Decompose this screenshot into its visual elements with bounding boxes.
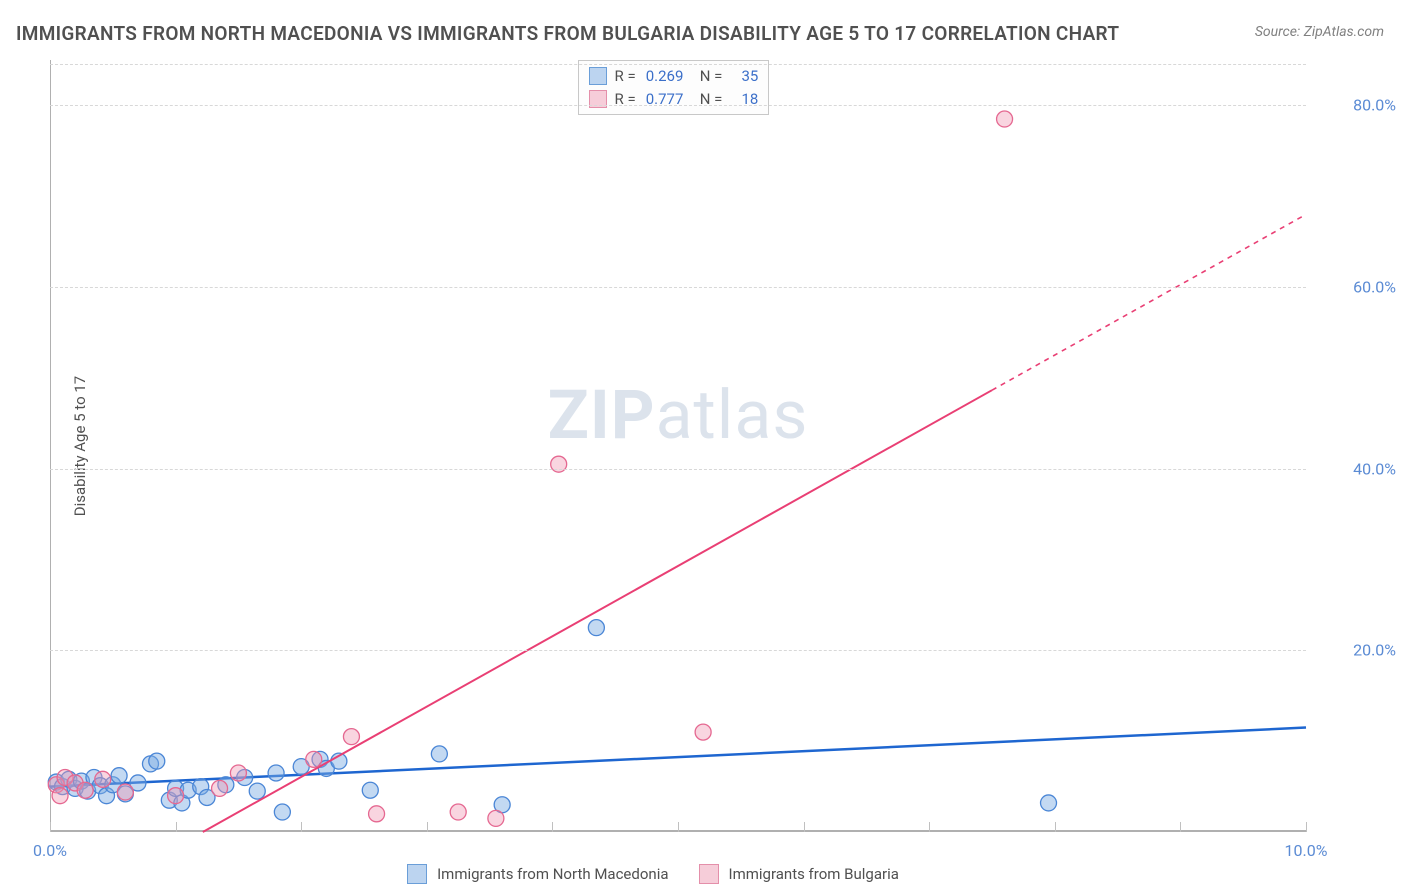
scatter-point xyxy=(95,771,111,787)
stats-n-value: 18 xyxy=(732,88,758,111)
series-legend: Immigrants from North Macedonia Immigrant… xyxy=(0,864,1306,884)
source-prefix: Source: xyxy=(1255,24,1304,40)
stats-n-value: 35 xyxy=(732,65,758,88)
legend-swatch xyxy=(699,864,719,884)
scatter-point xyxy=(268,765,284,781)
scatter-point xyxy=(230,765,246,781)
legend-label: Immigrants from Bulgaria xyxy=(729,865,899,883)
scatter-point xyxy=(149,753,165,769)
y-tick-label: 60.0% xyxy=(1353,278,1396,297)
plot-area: ZIPatlas R =0.269N =35R =0.777N =18 20.0… xyxy=(50,60,1306,832)
x-tick-mark xyxy=(427,822,428,832)
scatter-point xyxy=(52,788,68,804)
scatter-point xyxy=(588,620,604,636)
gridline-h xyxy=(50,64,1306,65)
gridline-h xyxy=(50,650,1306,651)
x-tick-mark xyxy=(1180,822,1181,832)
scatter-point xyxy=(450,804,466,820)
legend-item: Immigrants from North Macedonia xyxy=(407,864,668,884)
x-tick-mark xyxy=(929,822,930,832)
chart-container: IMMIGRANTS FROM NORTH MACEDONIA VS IMMIG… xyxy=(0,0,1406,892)
stats-n-prefix: N = xyxy=(700,65,723,88)
regression-line xyxy=(203,390,992,832)
scatter-point xyxy=(1041,795,1057,811)
scatter-point xyxy=(306,751,322,767)
scatter-svg xyxy=(50,60,1306,832)
gridline-h xyxy=(50,287,1306,288)
x-tick-label: 10.0% xyxy=(1285,841,1328,860)
x-tick-mark xyxy=(1055,822,1056,832)
scatter-point xyxy=(431,746,447,762)
legend-item: Immigrants from Bulgaria xyxy=(699,864,899,884)
scatter-point xyxy=(168,788,184,804)
x-tick-mark xyxy=(176,822,177,832)
stats-legend-row: R = 0.269 N = 35 xyxy=(589,65,759,88)
x-tick-label: 0.0% xyxy=(33,841,67,860)
gridline-h xyxy=(50,469,1306,470)
regression-line-dashed xyxy=(992,214,1306,390)
scatter-point xyxy=(695,724,711,740)
scatter-point xyxy=(997,111,1013,127)
scatter-point xyxy=(274,804,290,820)
stats-r-value: 0.269 xyxy=(646,65,692,88)
scatter-point xyxy=(488,810,504,826)
scatter-point xyxy=(343,729,359,745)
stats-r-value: 0.777 xyxy=(646,88,692,111)
x-tick-mark xyxy=(50,822,51,832)
scatter-point xyxy=(551,456,567,472)
x-tick-mark xyxy=(804,822,805,832)
scatter-point xyxy=(369,806,385,822)
y-tick-label: 20.0% xyxy=(1353,641,1396,660)
legend-label: Immigrants from North Macedonia xyxy=(437,865,668,883)
scatter-point xyxy=(117,784,133,800)
source-attribution: Source: ZipAtlas.com xyxy=(1255,24,1384,40)
x-tick-mark xyxy=(678,822,679,832)
stats-legend-row: R = 0.777 N = 18 xyxy=(589,88,759,111)
source-name: ZipAtlas.com xyxy=(1304,24,1384,40)
legend-swatch xyxy=(589,67,607,85)
scatter-point xyxy=(249,783,265,799)
stats-r-prefix: R = xyxy=(615,65,636,88)
scatter-point xyxy=(362,782,378,798)
scatter-point xyxy=(111,768,127,784)
scatter-point xyxy=(77,782,93,798)
stats-legend: R = 0.269 N = 35 R = 0.777 N = 18 xyxy=(578,60,770,115)
gridline-h xyxy=(50,105,1306,106)
x-tick-mark xyxy=(301,822,302,832)
legend-swatch xyxy=(407,864,427,884)
scatter-point xyxy=(212,780,228,796)
x-tick-mark xyxy=(552,822,553,832)
chart-title: IMMIGRANTS FROM NORTH MACEDONIA VS IMMIG… xyxy=(16,22,1119,45)
x-tick-mark xyxy=(1306,822,1307,832)
stats-n-prefix: N = xyxy=(700,88,723,111)
stats-r-prefix: R = xyxy=(615,88,636,111)
y-tick-label: 80.0% xyxy=(1353,96,1396,115)
y-tick-label: 40.0% xyxy=(1353,459,1396,478)
